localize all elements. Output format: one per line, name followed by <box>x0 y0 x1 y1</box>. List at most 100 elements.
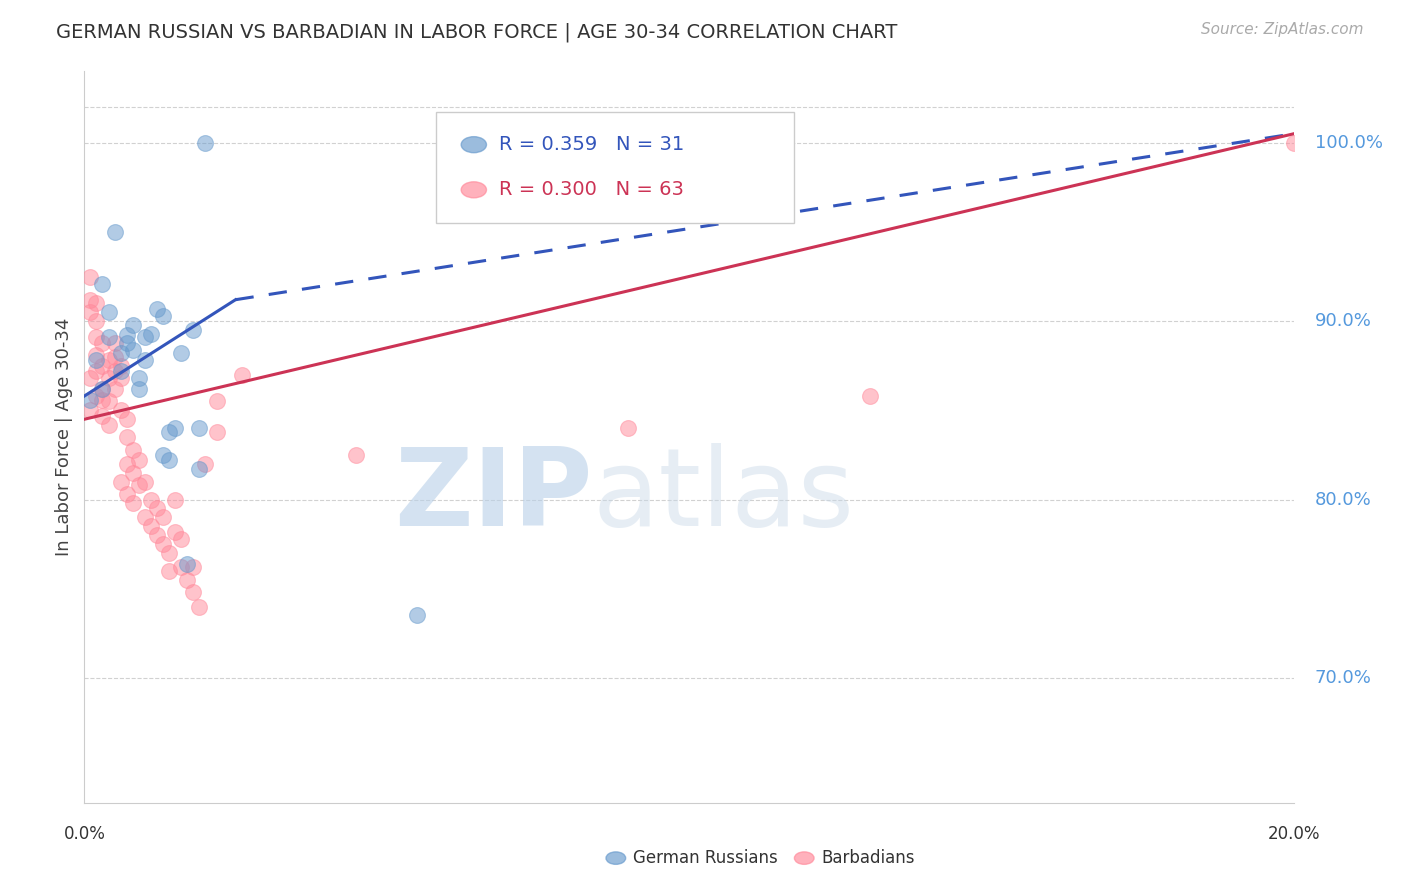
Point <box>194 136 217 150</box>
Point <box>134 330 156 344</box>
Point <box>121 442 143 457</box>
Point <box>207 394 229 409</box>
Point <box>181 585 204 599</box>
Point <box>79 293 101 307</box>
Point <box>86 389 108 403</box>
Point <box>91 359 114 373</box>
Point <box>104 225 127 239</box>
Point <box>79 371 101 385</box>
Text: 20.0%: 20.0% <box>1267 825 1320 843</box>
Point <box>110 475 132 489</box>
Point <box>163 492 186 507</box>
Text: 70.0%: 70.0% <box>1315 669 1371 687</box>
Point <box>97 305 120 319</box>
Point <box>104 335 127 350</box>
Point <box>110 359 132 373</box>
Point <box>86 296 108 310</box>
Y-axis label: In Labor Force | Age 30-34: In Labor Force | Age 30-34 <box>55 318 73 557</box>
Text: atlas: atlas <box>592 442 855 549</box>
Point <box>110 346 132 360</box>
Point <box>86 364 108 378</box>
Point <box>79 403 101 417</box>
Point <box>128 371 150 385</box>
Point <box>91 392 114 407</box>
Text: Source: ZipAtlas.com: Source: ZipAtlas.com <box>1201 22 1364 37</box>
Text: Barbadians: Barbadians <box>821 849 915 867</box>
Point <box>86 353 108 368</box>
Point <box>91 335 114 350</box>
Point <box>139 326 162 341</box>
Point <box>110 403 132 417</box>
Point <box>152 510 174 524</box>
Text: 80.0%: 80.0% <box>1315 491 1371 508</box>
Point <box>146 528 169 542</box>
Point <box>134 510 156 524</box>
Point <box>157 453 180 467</box>
Point <box>86 330 108 344</box>
Text: German Russians: German Russians <box>633 849 778 867</box>
Point <box>104 364 127 378</box>
Point <box>121 343 143 357</box>
Point <box>79 392 101 407</box>
Point <box>121 466 143 480</box>
Text: 100.0%: 100.0% <box>1315 134 1382 152</box>
Point <box>188 599 211 614</box>
Point <box>170 346 193 360</box>
Point <box>79 305 101 319</box>
Point <box>346 448 368 462</box>
Point <box>104 350 127 364</box>
Point <box>128 453 150 467</box>
Point <box>134 353 156 368</box>
Point <box>115 335 138 350</box>
Point <box>181 323 204 337</box>
Point <box>104 382 127 396</box>
Point <box>176 557 198 571</box>
Point <box>163 421 186 435</box>
Point <box>110 371 132 385</box>
Point <box>406 608 429 623</box>
Point <box>194 457 217 471</box>
Point <box>115 430 138 444</box>
Text: R = 0.300   N = 63: R = 0.300 N = 63 <box>499 180 683 199</box>
Point <box>128 478 150 492</box>
Text: 0.0%: 0.0% <box>63 825 105 843</box>
Point <box>188 462 211 476</box>
Point <box>176 573 198 587</box>
Point <box>231 368 253 382</box>
Point <box>86 314 108 328</box>
Point <box>181 560 204 574</box>
Point <box>121 496 143 510</box>
Point <box>859 389 882 403</box>
Point <box>152 309 174 323</box>
Point <box>97 330 120 344</box>
Point <box>86 348 108 362</box>
Point <box>157 546 180 560</box>
Point <box>91 409 114 423</box>
Point <box>115 457 138 471</box>
Point <box>163 524 186 539</box>
Point <box>110 364 132 378</box>
Point <box>152 448 174 462</box>
Point <box>115 328 138 343</box>
Point <box>91 277 114 291</box>
Point <box>146 501 169 516</box>
Point <box>97 394 120 409</box>
Point <box>134 475 156 489</box>
Point <box>152 537 174 551</box>
Point <box>1282 136 1305 150</box>
Point <box>91 382 114 396</box>
Text: ZIP: ZIP <box>394 442 592 549</box>
Point <box>139 492 162 507</box>
Point <box>97 417 120 432</box>
Point <box>91 382 114 396</box>
Point <box>617 421 640 435</box>
Point <box>207 425 229 439</box>
Point <box>79 269 101 284</box>
Point <box>170 532 193 546</box>
Point <box>157 564 180 578</box>
Point <box>188 421 211 435</box>
Point <box>170 560 193 574</box>
Point <box>121 318 143 332</box>
Point <box>97 371 120 385</box>
Point <box>115 487 138 501</box>
